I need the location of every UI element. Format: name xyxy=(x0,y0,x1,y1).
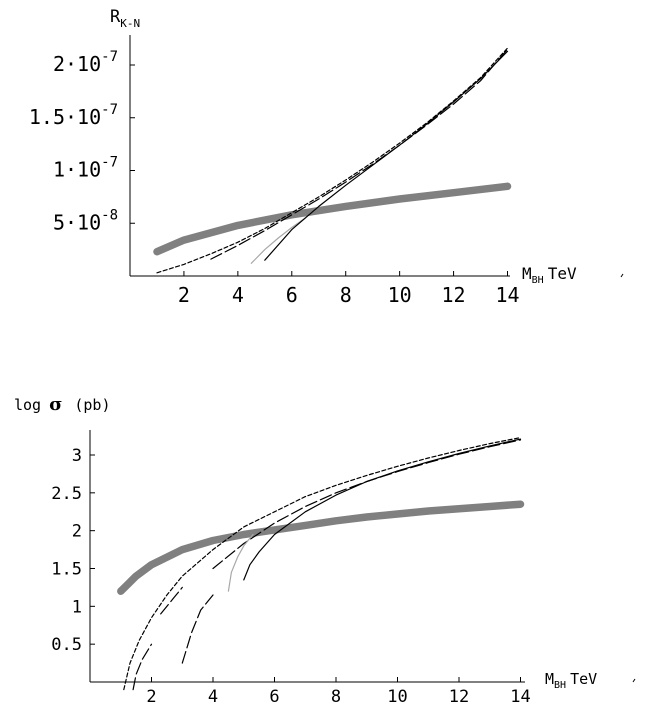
chart0-y-tick-label: 2·10-7 xyxy=(53,49,118,76)
chart0-y-title-main: R xyxy=(110,7,121,27)
chart1-x-tick-label: 12 xyxy=(449,687,469,704)
chart0-y-title: RK-N xyxy=(110,7,140,30)
chart1-y-tick-label: 3 xyxy=(72,446,82,466)
chart0-x-tick-label: 14 xyxy=(495,283,519,307)
chart1-series-thick-gray-0 xyxy=(117,500,525,595)
chart0-y-tick-label: 5·10-8 xyxy=(53,207,118,234)
chart0-series-short-dash-1 xyxy=(156,47,509,274)
chart0-y-tick-label: 1·10-7 xyxy=(53,155,118,182)
chart1-series-solid-7 xyxy=(243,438,522,581)
chart1-x-tick-label: 2 xyxy=(146,687,156,704)
chart0-x-title-mark xyxy=(620,273,624,278)
chart1-x-title-unit: TeV xyxy=(570,670,597,688)
chart1-x-title-mark xyxy=(632,678,636,683)
chart1-x-title: MBH TeV xyxy=(545,670,597,691)
chart0-x-tick-label: 8 xyxy=(340,283,352,307)
chart0-y-tick-label: 1.5·10-7 xyxy=(29,102,118,129)
chart0-series-thick-gray-0 xyxy=(153,182,512,256)
chart0-x-tick-label: 12 xyxy=(442,283,466,307)
chart1-x-tick-label: 14 xyxy=(510,687,530,704)
chart1-y-tick-label: 0.5 xyxy=(51,635,82,655)
chart1-y-tick-label: 2 xyxy=(72,522,82,542)
chart1-y-title-main: log xyxy=(14,396,41,414)
chart-r-kn: 2 4 6 8 10 12 14 5·10-8 1·10-7 1.5·10-7 2·10-7 RK… xyxy=(29,7,624,307)
chart1-series-long-dash-3 xyxy=(160,586,183,615)
chart0-x-title: MBH TeV xyxy=(522,264,577,286)
chart0-x-tick-label: 4 xyxy=(232,283,244,307)
chart0-series-long-dash-2 xyxy=(210,48,509,260)
chart1-series-long-dash-4 xyxy=(181,594,214,664)
chart0-x-tick-label: 2 xyxy=(178,283,190,307)
chart-log-sigma: 2 4 6 8 10 12 14 0.5 1 1.5 2 2.5 3 log σ (pb) MBH TeV xyxy=(14,394,636,704)
chart1-series-long-dash-2 xyxy=(132,643,153,691)
chart1-y-title-sigma: σ xyxy=(49,394,62,415)
chart0-series-solid-4 xyxy=(264,50,509,261)
chart0-x-tick-label: 10 xyxy=(388,283,412,307)
chart0-x-title-sub: BH xyxy=(532,275,544,286)
chart1-x-tick-label: 6 xyxy=(269,687,279,704)
chart0-series-thin-gray-3 xyxy=(250,217,306,264)
chart1-x-tick-label: 10 xyxy=(387,687,407,704)
chart1-y-tick-label: 1 xyxy=(72,597,82,617)
chart0-x-tick-label: 6 xyxy=(286,283,298,307)
chart1-x-title-sub: BH xyxy=(554,680,566,691)
chart1-series-short-dash-1 xyxy=(123,437,522,691)
chart1-y-title: log σ (pb) xyxy=(14,394,111,415)
chart1-y-tick-label: 2.5 xyxy=(51,484,82,504)
chart1-x-title-main: M xyxy=(545,670,554,688)
chart1-x-tick-label: 8 xyxy=(331,687,341,704)
chart0-x-title-main: M xyxy=(522,264,532,283)
chart1-x-tick-label: 4 xyxy=(208,687,218,704)
chart0-x-title-unit: TeV xyxy=(548,264,577,283)
chart0-y-title-sub: K-N xyxy=(120,17,140,30)
chart1-series-thin-gray-6 xyxy=(227,533,254,592)
chart1-y-title-unit: (pb) xyxy=(74,396,110,414)
chart1-y-tick-label: 1.5 xyxy=(51,560,82,580)
